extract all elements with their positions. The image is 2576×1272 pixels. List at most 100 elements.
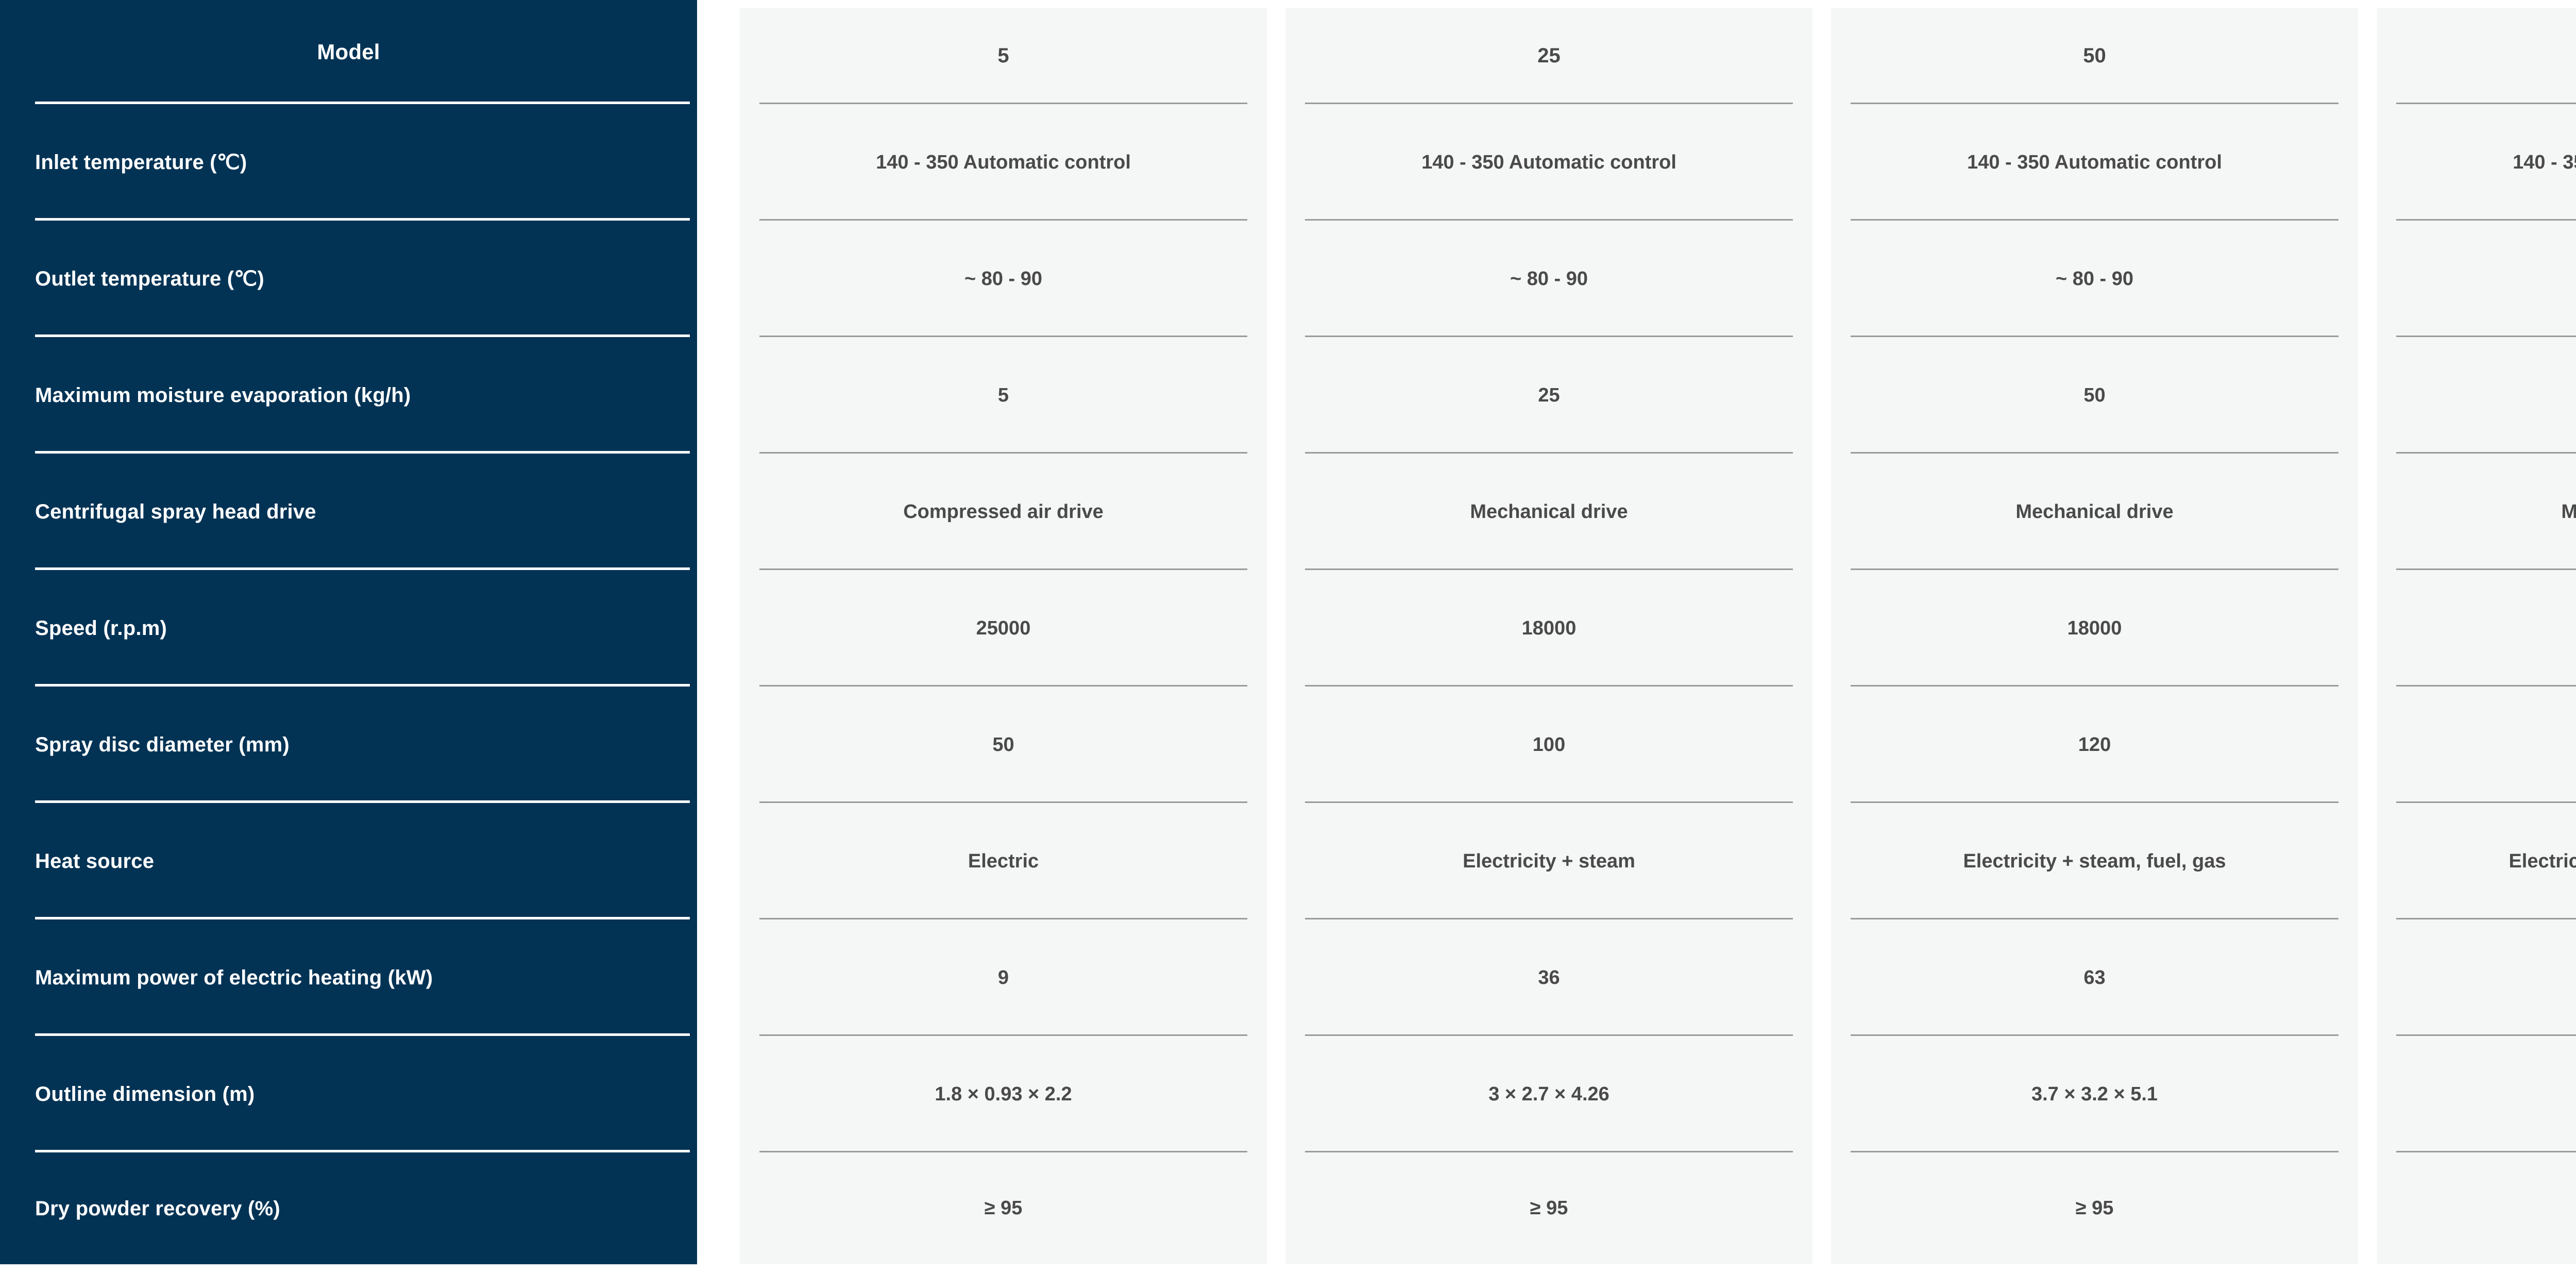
- cell-spray-disc-diameter: 100: [1285, 687, 1812, 803]
- cell-heat-source: Electricity + steam, fuel, gas: [2377, 803, 2576, 919]
- cell-text: 36: [1538, 966, 1560, 989]
- cell-text: 140 - 350 Automatic control: [1967, 151, 2222, 173]
- cell-text: 18000: [2067, 617, 2122, 639]
- row-label-text: Maximum power of electric heating (kW): [35, 966, 433, 989]
- row-divider: [35, 102, 690, 104]
- cell-text: Electricity + steam, fuel, gas: [2509, 850, 2576, 872]
- model-column-50: 50 140 - 350 Automatic control ~ 80 - 90…: [1831, 8, 2358, 1264]
- cell-outline-dimension: 1.8 × 0.93 × 2.2: [740, 1036, 1267, 1152]
- cell-divider: [759, 918, 1247, 919]
- cell-divider: [2396, 801, 2576, 803]
- cell-centrifugal-spray-head-drive: Mechanical drive: [1831, 454, 2358, 570]
- model-header-text: 5: [997, 44, 1009, 68]
- cell-text: 1.8 × 0.93 × 2.2: [935, 1083, 1072, 1105]
- model-header: 50: [1831, 8, 2358, 104]
- cell-spray-disc-diameter: 50: [740, 687, 1267, 803]
- row-label-text: Heat source: [35, 850, 155, 873]
- model-column-100: 100 140 - 350 Automatic control ~ 80 - 9…: [2377, 8, 2576, 1264]
- cell-divider: [2396, 336, 2576, 337]
- cell-dry-powder-recovery: ≥ 95: [2377, 1152, 2576, 1264]
- row-divider: [35, 917, 690, 919]
- cell-divider: [1851, 336, 2338, 337]
- cell-divider: [2396, 918, 2576, 919]
- cell-speed: 18000: [1831, 570, 2358, 687]
- row-label-panel: Model Inlet temperature (℃) Outlet tempe…: [0, 0, 697, 1264]
- cell-divider: [1305, 801, 1793, 803]
- cell-divider: [1305, 452, 1793, 454]
- cell-text: ~ 80 - 90: [964, 267, 1043, 290]
- cell-divider: [2396, 219, 2576, 221]
- model-header: 25: [1285, 8, 1812, 104]
- row-label-text: Outline dimension (m): [35, 1083, 255, 1106]
- cell-maximum-moisture-evaporation: 50: [1831, 337, 2358, 454]
- cell-divider: [1305, 1034, 1793, 1036]
- cell-text: 140 - 350 Automatic control: [1421, 151, 1676, 173]
- row-label-text: Spray disc diameter (mm): [35, 733, 290, 756]
- cell-outline-dimension: 3 × 2.7 × 4.26: [1285, 1036, 1812, 1152]
- cell-divider: [2396, 685, 2576, 687]
- model-column-25: 25 140 - 350 Automatic control ~ 80 - 90…: [1285, 8, 1812, 1264]
- cell-divider: [1851, 568, 2338, 570]
- row-label-speed: Speed (r.p.m): [0, 570, 697, 687]
- cell-text: 18000: [1521, 617, 1577, 639]
- row-label-model-header: Model: [0, 0, 697, 104]
- cell-text: 63: [2083, 966, 2106, 989]
- cell-text: 50: [992, 733, 1014, 756]
- cell-text: 25000: [976, 617, 1031, 639]
- cell-text: 140 - 350 Automatic control: [876, 151, 1131, 173]
- cell-divider: [2396, 1034, 2576, 1036]
- row-divider: [35, 334, 690, 337]
- row-label-maximum-moisture-evaporation: Maximum moisture evaporation (kg/h): [0, 337, 697, 454]
- row-label-outlet-temperature: Outlet temperature (℃): [0, 221, 697, 337]
- model-header: 5: [740, 8, 1267, 104]
- cell-centrifugal-spray-head-drive: Mechanical drive: [1285, 454, 1812, 570]
- cell-divider: [1305, 336, 1793, 337]
- cell-centrifugal-spray-head-drive: Mechanical drive: [2377, 454, 2576, 570]
- cell-text: 120: [2078, 733, 2111, 756]
- cell-text: Electricity + steam, fuel, gas: [1963, 850, 2226, 872]
- cell-text: 140 - 350 Automatic control: [2513, 151, 2576, 173]
- row-divider: [35, 1033, 690, 1036]
- cell-divider: [1851, 685, 2338, 687]
- cell-text: 25: [1538, 384, 1560, 406]
- cell-divider: [759, 336, 1247, 337]
- cell-speed: 25000: [740, 570, 1267, 687]
- row-label-text: Centrifugal spray head drive: [35, 500, 316, 523]
- cell-divider: [759, 685, 1247, 687]
- cell-divider: [1851, 219, 2338, 221]
- row-divider: [35, 567, 690, 570]
- cell-divider: [759, 1034, 1247, 1036]
- cell-divider: [1851, 452, 2338, 454]
- cell-spray-disc-diameter: 120: [1831, 687, 2358, 803]
- cell-divider: [2396, 103, 2576, 104]
- cell-text: ≥ 95: [2075, 1197, 2114, 1219]
- cell-maximum-power-electric-heating: 9: [740, 919, 1267, 1036]
- cell-text: ~ 80 - 90: [2055, 267, 2134, 290]
- cell-divider: [759, 568, 1247, 570]
- cell-divider: [759, 1151, 1247, 1152]
- cell-text: Mechanical drive: [2015, 500, 2174, 523]
- cell-speed: 18000: [2377, 570, 2576, 687]
- cell-maximum-power-electric-heating: 63: [1831, 919, 2358, 1036]
- cell-divider: [1851, 1034, 2338, 1036]
- cell-text: Electric: [968, 850, 1039, 872]
- cell-text: ~ 80 - 90: [1510, 267, 1588, 290]
- row-label-text: Outlet temperature (℃): [35, 267, 264, 290]
- cell-outlet-temperature: ~ 80 - 90: [1285, 221, 1812, 337]
- cell-centrifugal-spray-head-drive: Compressed air drive: [740, 454, 1267, 570]
- cell-dry-powder-recovery: ≥ 95: [1285, 1152, 1812, 1264]
- cell-divider: [1305, 568, 1793, 570]
- cell-divider: [1305, 219, 1793, 221]
- model-header-text: 50: [2083, 44, 2106, 68]
- cell-maximum-power-electric-heating: 81: [2377, 919, 2576, 1036]
- cell-spray-disc-diameter: 140: [2377, 687, 2576, 803]
- cell-divider: [2396, 568, 2576, 570]
- row-label-text: Speed (r.p.m): [35, 617, 167, 640]
- row-label-text: Dry powder recovery (%): [35, 1197, 280, 1220]
- cell-text: ≥ 95: [984, 1197, 1023, 1219]
- cell-text: ≥ 95: [1530, 1197, 1568, 1219]
- row-label-text: Maximum moisture evaporation (kg/h): [35, 384, 411, 407]
- cell-text: 5: [997, 384, 1009, 406]
- cell-text: 9: [997, 966, 1009, 989]
